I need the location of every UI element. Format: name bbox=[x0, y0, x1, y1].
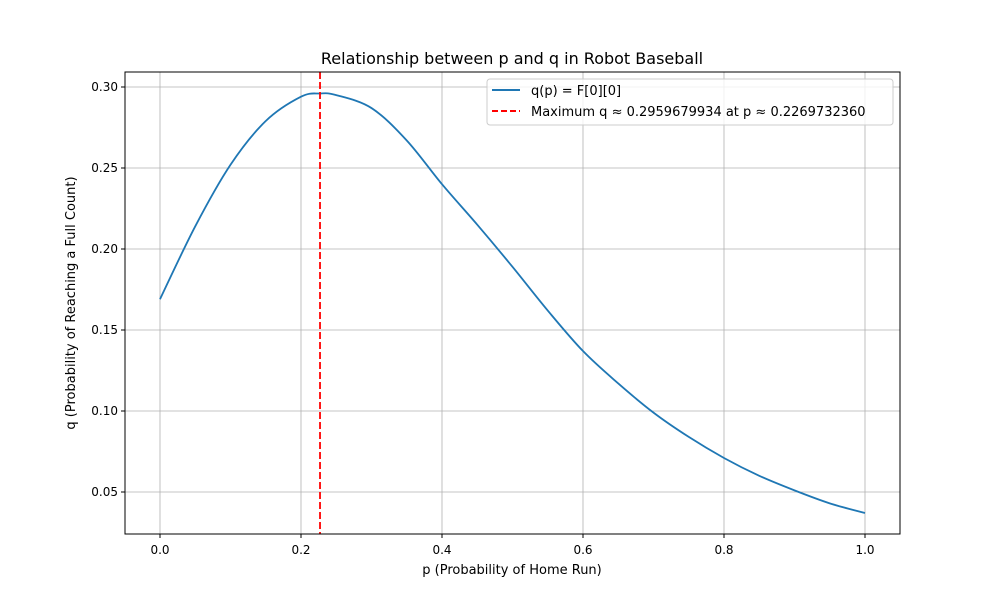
legend-box bbox=[486, 78, 894, 126]
marks bbox=[159, 72, 866, 534]
x-tick-label: 0.4 bbox=[432, 543, 451, 557]
x-axis-label: p (Probability of Home Run) bbox=[422, 563, 602, 578]
y-tick-label: 0.30 bbox=[91, 80, 118, 94]
legend: q(p) = F[0][0] Maximum q ≈ 0.2959679934 … bbox=[486, 78, 894, 126]
grid bbox=[125, 72, 900, 534]
x-tick-label: 0.8 bbox=[714, 543, 733, 557]
y-tick-label: 0.15 bbox=[91, 323, 118, 337]
y-tick-label: 0.10 bbox=[91, 404, 118, 418]
y-ticks: 0.05 0.10 0.15 0.20 0.25 0.30 bbox=[91, 80, 125, 499]
x-tick-label: 1.0 bbox=[855, 543, 874, 557]
x-tick-label: 0.0 bbox=[150, 543, 169, 557]
y-tick-label: 0.25 bbox=[91, 161, 118, 175]
x-tick-label: 0.2 bbox=[291, 543, 310, 557]
x-ticks: 0.0 0.2 0.4 0.6 0.8 1.0 bbox=[150, 534, 875, 557]
y-tick-label: 0.05 bbox=[91, 485, 118, 499]
x-tick-label: 0.6 bbox=[573, 543, 592, 557]
y-axis-label: q (Probability of Reaching a Full Count) bbox=[64, 176, 79, 429]
q-curve-line bbox=[159, 92, 866, 514]
legend-label-max: Maximum q ≈ 0.2959679934 at p ≈ 0.226973… bbox=[531, 105, 866, 120]
chart-title: Relationship between p and q in Robot Ba… bbox=[321, 49, 703, 68]
plot-frame bbox=[124, 71, 901, 535]
y-tick-label: 0.20 bbox=[91, 242, 118, 256]
legend-label-curve: q(p) = F[0][0] bbox=[531, 84, 621, 99]
